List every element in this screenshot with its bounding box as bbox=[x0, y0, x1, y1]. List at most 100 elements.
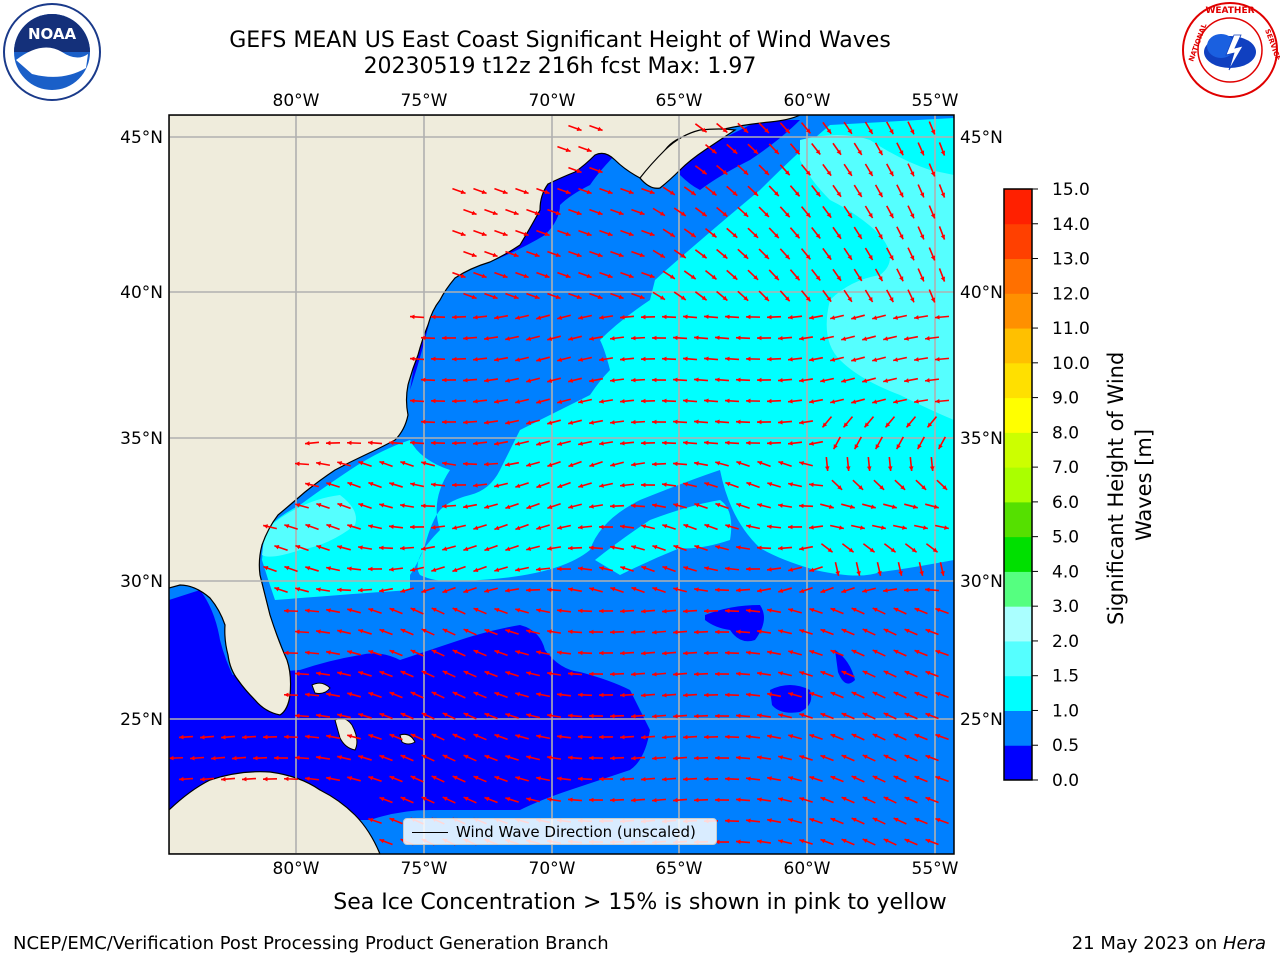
wave-direction-arrowhead bbox=[883, 796, 889, 801]
wave-direction-arrowhead bbox=[883, 838, 889, 843]
wave-direction-arrowhead bbox=[690, 274, 696, 280]
lat-label: 30°N bbox=[120, 572, 163, 592]
wave-direction-arrowhead bbox=[690, 190, 696, 196]
wave-direction-arrowhead bbox=[568, 587, 573, 592]
wave-direction-arrowhead bbox=[221, 776, 226, 782]
wave-direction-arrowhead bbox=[930, 213, 936, 219]
wave-direction-arrowhead bbox=[316, 461, 321, 466]
wave-direction-arrowhead bbox=[232, 755, 237, 761]
wave-direction-arrowhead bbox=[484, 670, 490, 676]
wave-direction-arrowhead bbox=[767, 398, 772, 404]
colorbar-tick-label: 0.5 bbox=[1052, 736, 1079, 756]
wave-direction-arrowhead bbox=[940, 192, 946, 198]
wave-direction-arrowhead bbox=[536, 483, 542, 488]
wave-direction-arrowhead bbox=[534, 252, 540, 258]
wave-direction-arrowhead bbox=[536, 608, 541, 613]
wave-direction-arrowhead bbox=[505, 420, 510, 425]
lat-label: 25°N bbox=[960, 710, 1003, 730]
wave-direction-arrowhead bbox=[515, 567, 520, 572]
wave-direction-arrowhead bbox=[568, 545, 573, 551]
wave-direction-arrowhead bbox=[337, 671, 343, 676]
wave-direction-arrowhead bbox=[673, 755, 678, 761]
wave-direction-arrowhead bbox=[578, 357, 584, 362]
wave-direction-arrowhead bbox=[767, 314, 772, 320]
wave-direction-arrowhead bbox=[732, 232, 738, 238]
wave-direction-arrowhead bbox=[838, 525, 844, 530]
wave-direction-arrowhead bbox=[379, 754, 385, 760]
lon-label: 60°W bbox=[784, 859, 831, 879]
wave-direction-arrowhead bbox=[935, 776, 941, 781]
wave-direction-arrowhead bbox=[337, 587, 342, 593]
wave-direction-arrowhead bbox=[337, 502, 343, 508]
wave-direction-arrowhead bbox=[526, 797, 532, 802]
colorbar-swatch bbox=[1004, 710, 1032, 746]
wave-direction-arrowhead bbox=[631, 377, 636, 383]
wave-direction-arrowhead bbox=[649, 189, 655, 195]
wave-direction-arrowhead bbox=[536, 692, 541, 697]
wave-direction-arrowhead bbox=[410, 482, 416, 487]
wave-direction-arrowhead bbox=[631, 671, 636, 677]
wave-direction-arrowhead bbox=[764, 254, 769, 259]
wave-direction-arrowhead bbox=[442, 754, 448, 759]
wave-direction-arrowhead bbox=[379, 712, 385, 718]
wave-direction-arrowhead bbox=[526, 629, 532, 634]
wave-direction-arrowhead bbox=[820, 712, 826, 718]
wave-direction-arrowhead bbox=[815, 233, 821, 239]
colorbar-swatch bbox=[1004, 745, 1032, 781]
wave-direction-arrowhead bbox=[589, 713, 594, 719]
wave-direction-arrowhead bbox=[641, 650, 646, 656]
wave-direction-arrowhead bbox=[930, 297, 936, 303]
wave-direction-arrowhead bbox=[862, 754, 868, 759]
wave-direction-arrowhead bbox=[794, 275, 800, 281]
wave-direction-arrowhead bbox=[599, 483, 604, 488]
wave-direction-arrowhead bbox=[620, 356, 625, 362]
lon-label: 80°W bbox=[273, 91, 320, 111]
lon-label: 75°W bbox=[401, 859, 448, 879]
wave-direction-arrowhead bbox=[494, 567, 500, 572]
wave-direction-arrowhead bbox=[904, 712, 910, 718]
wave-direction-arrowhead bbox=[368, 776, 374, 781]
sea-ice-note-text: Sea Ice Concentration > 15% is shown in … bbox=[333, 890, 947, 915]
wave-direction-arrowhead bbox=[547, 671, 552, 676]
wave-direction-arrowhead bbox=[494, 650, 500, 655]
wave-direction-arrowhead bbox=[492, 210, 498, 216]
wave-direction-arrowhead bbox=[788, 650, 794, 655]
wave-direction-arrowhead bbox=[788, 567, 794, 572]
wave-direction-arrowhead bbox=[526, 587, 531, 593]
wave-direction-arrowhead bbox=[889, 129, 894, 135]
wave-direction-arrowhead bbox=[473, 607, 479, 613]
wave-direction-arrowhead bbox=[694, 335, 699, 341]
wave-direction-arrowhead bbox=[492, 294, 498, 300]
wave-direction-arrowhead bbox=[368, 692, 374, 697]
wave-direction-arrowhead bbox=[847, 212, 852, 218]
wave-direction-arrowhead bbox=[809, 608, 815, 613]
wave-direction-arrowhead bbox=[893, 607, 899, 613]
wave-direction-arrowhead bbox=[316, 755, 321, 760]
wave-direction-arrowhead bbox=[316, 545, 322, 550]
wave-direction-arrowhead bbox=[715, 839, 720, 845]
wave-direction-arrowhead bbox=[788, 357, 793, 362]
wave-direction-arrowhead bbox=[701, 253, 707, 259]
wave-direction-arrowhead bbox=[452, 733, 458, 739]
wave-direction-arrowhead bbox=[473, 649, 479, 655]
wave-direction-arrowhead bbox=[169, 755, 174, 761]
wave-direction-arrowhead bbox=[828, 504, 834, 509]
wave-direction-arrowhead bbox=[732, 190, 738, 196]
colorbar-tick-label: 2.0 bbox=[1052, 632, 1079, 652]
wave-direction-arrowhead bbox=[295, 503, 301, 508]
wave-direction-arrowhead bbox=[904, 587, 909, 593]
wave-direction-arrowhead bbox=[935, 608, 941, 613]
colorbar-swatch bbox=[1004, 397, 1032, 433]
wave-direction-arrowhead bbox=[463, 377, 468, 383]
wave-direction-arrowhead bbox=[683, 524, 689, 529]
wave-direction-arrowhead bbox=[788, 608, 794, 613]
wave-direction-arrowhead bbox=[421, 796, 427, 801]
wave-direction-arrowhead bbox=[652, 587, 658, 592]
wave-direction-arrowhead bbox=[857, 275, 862, 281]
wave-direction-arrowhead bbox=[830, 399, 836, 404]
wave-direction-arrowhead bbox=[859, 525, 865, 530]
wave-direction-arrowhead bbox=[586, 231, 592, 237]
wave-direction-arrowhead bbox=[505, 504, 511, 509]
wave-direction-arrowhead bbox=[774, 275, 779, 281]
